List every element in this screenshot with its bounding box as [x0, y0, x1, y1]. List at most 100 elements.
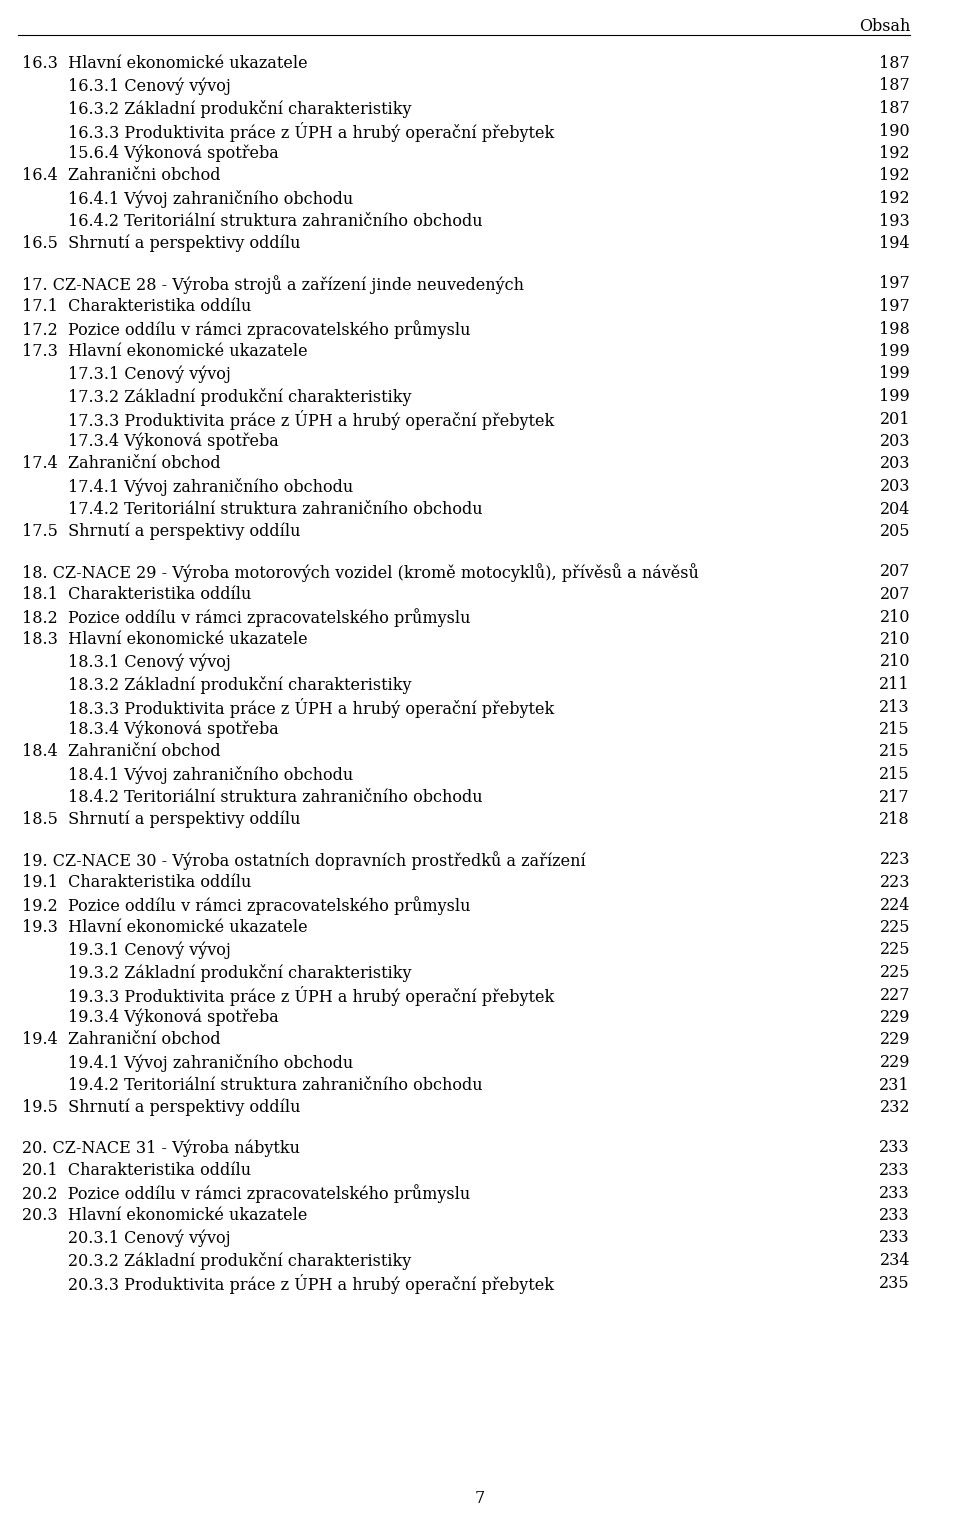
Text: 192: 192: [879, 145, 910, 162]
Text: 17.1  Charakteristika oddílu: 17.1 Charakteristika oddílu: [22, 298, 252, 315]
Text: 16.4.1 Vývoj zahraničního obchodu: 16.4.1 Vývoj zahraničního obchodu: [68, 189, 353, 208]
Text: 192: 192: [879, 168, 910, 185]
Text: 18. CZ-NACE 29 - Výroba motorových vozidel (kromě motocyklů), přívěsů a návěsů: 18. CZ-NACE 29 - Výroba motorových vozid…: [22, 564, 699, 582]
Text: 229: 229: [879, 1009, 910, 1026]
Text: 215: 215: [879, 744, 910, 761]
Text: 16.3.2 Základní produkční charakteristiky: 16.3.2 Základní produkční charakteristik…: [68, 100, 412, 118]
Text: 232: 232: [879, 1098, 910, 1117]
Text: 16.3.3 Produktivita práce z ÚPH a hrubý operační přebytek: 16.3.3 Produktivita práce z ÚPH a hrubý …: [68, 123, 554, 142]
Text: 18.3.2 Základní produkční charakteristiky: 18.3.2 Základní produkční charakteristik…: [68, 676, 412, 694]
Text: 16.3  Hlavní ekonomické ukazatele: 16.3 Hlavní ekonomické ukazatele: [22, 55, 307, 73]
Text: 233: 233: [879, 1162, 910, 1179]
Text: 17.3.4 Výkonová spotřeba: 17.3.4 Výkonová spotřeba: [68, 433, 278, 450]
Text: 225: 225: [879, 964, 910, 982]
Text: Obsah: Obsah: [858, 18, 910, 35]
Text: 19.3.2 Základní produkční charakteristiky: 19.3.2 Základní produkční charakteristik…: [68, 964, 412, 982]
Text: 211: 211: [879, 676, 910, 692]
Text: 205: 205: [879, 523, 910, 539]
Text: 20.3.1 Cenový vývoj: 20.3.1 Cenový vývoj: [68, 1230, 230, 1247]
Text: 203: 203: [879, 479, 910, 495]
Text: 213: 213: [879, 698, 910, 715]
Text: 19.4  Zahraniční obchod: 19.4 Zahraniční obchod: [22, 1032, 221, 1048]
Text: 192: 192: [879, 189, 910, 208]
Text: 233: 233: [879, 1185, 910, 1201]
Text: 17.3.2 Základní produkční charakteristiky: 17.3.2 Základní produkční charakteristik…: [68, 388, 412, 406]
Text: 16.5  Shrnutí a perspektivy oddílu: 16.5 Shrnutí a perspektivy oddílu: [22, 235, 300, 253]
Text: 225: 225: [879, 941, 910, 959]
Text: 17.2  Pozice oddílu v rámci zpracovatelského průmyslu: 17.2 Pozice oddílu v rámci zpracovatelsk…: [22, 321, 470, 339]
Text: 210: 210: [879, 609, 910, 626]
Text: 194: 194: [879, 235, 910, 251]
Text: 19.3.1 Cenový vývoj: 19.3.1 Cenový vývoj: [68, 941, 230, 959]
Text: 17.3.1 Cenový vývoj: 17.3.1 Cenový vývoj: [68, 365, 230, 383]
Text: 17.4.2 Teritoriální struktura zahraničního obchodu: 17.4.2 Teritoriální struktura zahraniční…: [68, 500, 483, 518]
Text: 19.3  Hlavní ekonomické ukazatele: 19.3 Hlavní ekonomické ukazatele: [22, 920, 307, 936]
Text: 204: 204: [879, 500, 910, 518]
Text: 227: 227: [879, 986, 910, 1003]
Text: 201: 201: [879, 411, 910, 427]
Text: 20.1  Charakteristika oddílu: 20.1 Charakteristika oddílu: [22, 1162, 252, 1179]
Text: 17.4.1 Vývoj zahraničního obchodu: 17.4.1 Vývoj zahraničního obchodu: [68, 479, 353, 495]
Text: 233: 233: [879, 1207, 910, 1224]
Text: 225: 225: [879, 920, 910, 936]
Text: 203: 203: [879, 456, 910, 473]
Text: 231: 231: [879, 1077, 910, 1094]
Text: 198: 198: [879, 321, 910, 338]
Text: 193: 193: [879, 212, 910, 229]
Text: 17.3  Hlavní ekonomické ukazatele: 17.3 Hlavní ekonomické ukazatele: [22, 342, 307, 361]
Text: 207: 207: [879, 564, 910, 580]
Text: 229: 229: [879, 1032, 910, 1048]
Text: 223: 223: [879, 851, 910, 868]
Text: 17.4  Zahraniční obchod: 17.4 Zahraniční obchod: [22, 456, 221, 473]
Text: 190: 190: [879, 123, 910, 139]
Text: 17.5  Shrnutí a perspektivy oddílu: 17.5 Shrnutí a perspektivy oddílu: [22, 523, 300, 541]
Text: 19.5  Shrnutí a perspektivy oddílu: 19.5 Shrnutí a perspektivy oddílu: [22, 1098, 300, 1117]
Text: 210: 210: [879, 653, 910, 671]
Text: 199: 199: [879, 388, 910, 405]
Text: 17. CZ-NACE 28 - Výroba strojů a zařízení jinde neuvedených: 17. CZ-NACE 28 - Výroba strojů a zařízen…: [22, 276, 524, 294]
Text: 233: 233: [879, 1139, 910, 1156]
Text: 215: 215: [879, 721, 910, 738]
Text: 215: 215: [879, 767, 910, 783]
Text: 16.4.2 Teritoriální struktura zahraničního obchodu: 16.4.2 Teritoriální struktura zahraniční…: [68, 212, 483, 229]
Text: 20. CZ-NACE 31 - Výroba nábytku: 20. CZ-NACE 31 - Výroba nábytku: [22, 1139, 300, 1157]
Text: 187: 187: [879, 77, 910, 94]
Text: 19.3.4 Výkonová spotřeba: 19.3.4 Výkonová spotřeba: [68, 1009, 278, 1027]
Text: 199: 199: [879, 365, 910, 382]
Text: 18.3.3 Produktivita práce z ÚPH a hrubý operační přebytek: 18.3.3 Produktivita práce z ÚPH a hrubý …: [68, 698, 554, 718]
Text: 18.2  Pozice oddílu v rámci zpracovatelského průmyslu: 18.2 Pozice oddílu v rámci zpracovatelsk…: [22, 609, 470, 627]
Text: 229: 229: [879, 1054, 910, 1071]
Text: 20.3  Hlavní ekonomické ukazatele: 20.3 Hlavní ekonomické ukazatele: [22, 1207, 307, 1224]
Text: 207: 207: [879, 586, 910, 603]
Text: 234: 234: [879, 1251, 910, 1270]
Text: 233: 233: [879, 1230, 910, 1247]
Text: 18.3.1 Cenový vývoj: 18.3.1 Cenový vývoj: [68, 653, 230, 671]
Text: 15.6.4 Výkonová spotřeba: 15.6.4 Výkonová spotřeba: [68, 145, 278, 162]
Text: 18.4.2 Teritoriální struktura zahraničního obchodu: 18.4.2 Teritoriální struktura zahraniční…: [68, 788, 483, 806]
Text: 19.4.1 Vývoj zahraničního obchodu: 19.4.1 Vývoj zahraničního obchodu: [68, 1054, 353, 1073]
Text: 7: 7: [475, 1489, 485, 1507]
Text: 235: 235: [879, 1274, 910, 1291]
Text: 18.1  Charakteristika oddílu: 18.1 Charakteristika oddílu: [22, 586, 252, 603]
Text: 218: 218: [879, 811, 910, 829]
Text: 19.4.2 Teritoriální struktura zahraničního obchodu: 19.4.2 Teritoriální struktura zahraniční…: [68, 1077, 483, 1094]
Text: 199: 199: [879, 342, 910, 361]
Text: 197: 197: [879, 276, 910, 292]
Text: 19.3.3 Produktivita práce z ÚPH a hrubý operační přebytek: 19.3.3 Produktivita práce z ÚPH a hrubý …: [68, 986, 554, 1006]
Text: 17.3.3 Produktivita práce z ÚPH a hrubý operační přebytek: 17.3.3 Produktivita práce z ÚPH a hrubý …: [68, 411, 554, 430]
Text: 217: 217: [879, 788, 910, 806]
Text: 18.3  Hlavní ekonomické ukazatele: 18.3 Hlavní ekonomické ukazatele: [22, 632, 307, 648]
Text: 203: 203: [879, 433, 910, 450]
Text: 187: 187: [879, 100, 910, 117]
Text: 19.1  Charakteristika oddílu: 19.1 Charakteristika oddílu: [22, 874, 252, 891]
Text: 20.3.3 Produktivita práce z ÚPH a hrubý operační přebytek: 20.3.3 Produktivita práce z ÚPH a hrubý …: [68, 1274, 554, 1294]
Text: 20.3.2 Základní produkční charakteristiky: 20.3.2 Základní produkční charakteristik…: [68, 1251, 411, 1270]
Text: 197: 197: [879, 298, 910, 315]
Text: 223: 223: [879, 874, 910, 891]
Text: 19.2  Pozice oddílu v rámci zpracovatelského průmyslu: 19.2 Pozice oddílu v rámci zpracovatelsk…: [22, 897, 470, 915]
Text: 16.4  Zahranični obchod: 16.4 Zahranični obchod: [22, 168, 221, 185]
Text: 210: 210: [879, 632, 910, 648]
Text: 20.2  Pozice oddílu v rámci zpracovatelského průmyslu: 20.2 Pozice oddílu v rámci zpracovatelsk…: [22, 1185, 470, 1203]
Text: 16.3.1 Cenový vývoj: 16.3.1 Cenový vývoj: [68, 77, 230, 95]
Text: 18.3.4 Výkonová spotřeba: 18.3.4 Výkonová spotřeba: [68, 721, 278, 738]
